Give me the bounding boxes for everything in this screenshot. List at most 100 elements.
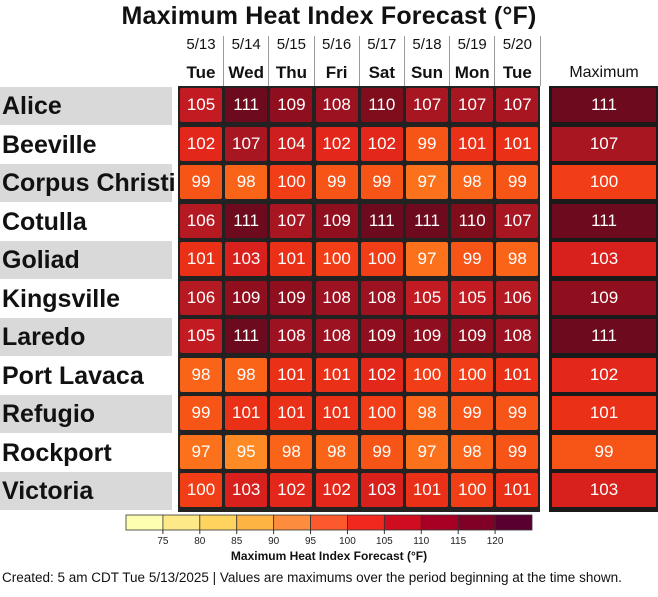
heat-cell: 100 — [315, 242, 358, 276]
date-header: 5/19 — [457, 36, 487, 53]
heat-cell: 101 — [406, 473, 448, 507]
day-header: Tue — [502, 63, 532, 82]
max-cell: 103 — [552, 473, 656, 507]
column-divider — [494, 36, 496, 86]
row-band — [0, 87, 172, 125]
heat-cell: 101 — [315, 396, 358, 430]
day-header: Wed — [228, 63, 264, 82]
heat-cell: 100 — [451, 473, 494, 507]
heat-cell: 108 — [360, 280, 403, 315]
heat-cell: 100 — [360, 396, 403, 430]
column-divider — [539, 36, 541, 86]
heat-cell: 98 — [225, 357, 268, 392]
column-divider — [313, 36, 315, 86]
row-band — [0, 433, 172, 472]
heat-cell: 97 — [406, 165, 448, 199]
colorbar-tick-label: 105 — [376, 536, 393, 547]
heat-cell: 100 — [270, 165, 313, 199]
footer-note: Created: 5 am CDT Tue 5/13/2025 | Values… — [2, 570, 622, 585]
heat-cell: 111 — [360, 203, 403, 238]
heat-cell: 98 — [180, 357, 222, 392]
colorbar-segment — [199, 514, 238, 531]
date-header: 5/18 — [412, 36, 442, 53]
colorbar-tick-label: 90 — [268, 536, 280, 547]
city-label: Kingsville — [2, 284, 121, 313]
heat-cell: 100 — [180, 473, 222, 507]
heat-cell: 111 — [225, 319, 268, 353]
heat-cell: 108 — [270, 319, 313, 353]
heat-cell: 101 — [496, 357, 539, 392]
heat-cell: 101 — [270, 357, 313, 392]
colorbar: 75 80 85 90 95 100 105 110 115 120 — [125, 514, 533, 547]
colorbar-tick-label: 100 — [339, 536, 356, 547]
colorbar-tick-label: 110 — [413, 536, 429, 547]
heat-cell: 105 — [180, 88, 222, 122]
heat-cell: 109 — [225, 280, 268, 315]
heat-cell: 102 — [360, 126, 403, 161]
column-divider — [358, 36, 360, 86]
row-band — [0, 472, 172, 510]
heat-cell: 99 — [360, 434, 403, 469]
heat-cell: 100 — [451, 357, 494, 392]
city-label: Port Lavaca — [2, 361, 144, 390]
heat-cell: 109 — [270, 280, 313, 315]
colorbar-segment — [457, 514, 496, 531]
max-cell: 107 — [552, 126, 656, 161]
heat-cell: 102 — [270, 473, 313, 507]
heat-cell: 98 — [451, 434, 494, 469]
day-header: Fri — [325, 63, 348, 82]
heat-cell: 107 — [270, 203, 313, 238]
colorbar-segment — [273, 514, 311, 531]
heat-cell: 97 — [406, 242, 448, 276]
date-header: 5/17 — [367, 36, 397, 53]
heat-cell: 98 — [225, 165, 268, 199]
date-header: 5/13 — [186, 36, 216, 53]
date-header: 5/14 — [231, 36, 261, 53]
heat-cell: 105 — [451, 280, 494, 315]
heat-cell: 108 — [496, 319, 539, 353]
heat-cell: 99 — [406, 126, 448, 161]
heat-cell: 99 — [496, 396, 539, 430]
date-header: 5/16 — [321, 36, 352, 53]
max-cell: 111 — [552, 319, 656, 353]
max-cell: 101 — [552, 396, 656, 430]
heat-cell: 102 — [315, 473, 358, 507]
max-cell: 111 — [552, 203, 656, 238]
heat-cell: 102 — [180, 126, 222, 161]
heat-cell: 111 — [225, 88, 268, 122]
column-divider — [223, 36, 225, 86]
heat-cell: 107 — [225, 126, 268, 161]
heat-cell: 109 — [315, 203, 358, 238]
colorbar-segment — [310, 514, 348, 531]
heat-cell: 95 — [225, 434, 268, 469]
heat-cell: 101 — [315, 357, 358, 392]
heat-cell: 111 — [225, 203, 268, 238]
heat-cell: 98 — [496, 242, 539, 276]
max-cell: 111 — [552, 88, 656, 122]
heat-cell: 108 — [315, 280, 358, 315]
row-band — [0, 318, 172, 356]
city-label: Rockport — [2, 438, 112, 467]
heat-cell: 100 — [360, 242, 403, 276]
heat-cell: 105 — [406, 280, 448, 315]
colorbar-segment — [236, 514, 275, 531]
heat-cell: 106 — [496, 280, 539, 315]
heat-cell: 102 — [315, 126, 358, 161]
row-band — [0, 164, 172, 202]
heat-cell: 99 — [360, 165, 403, 199]
day-header: Thu — [275, 63, 307, 82]
city-label: Cotulla — [2, 207, 87, 236]
column-divider — [268, 36, 270, 86]
colorbar-segment — [125, 514, 164, 531]
heat-cell: 102 — [360, 357, 403, 392]
heat-cell: 106 — [180, 203, 222, 238]
heat-cell: 105 — [180, 319, 222, 353]
heat-cell: 101 — [270, 242, 313, 276]
day-header: Tue — [186, 63, 216, 82]
city-label: Laredo — [2, 323, 86, 351]
row-band — [0, 125, 172, 164]
colorbar-tick-label: 120 — [487, 536, 504, 547]
heat-cell: 101 — [496, 126, 539, 161]
heat-cell: 98 — [406, 396, 448, 430]
heat-cell: 109 — [270, 88, 313, 122]
